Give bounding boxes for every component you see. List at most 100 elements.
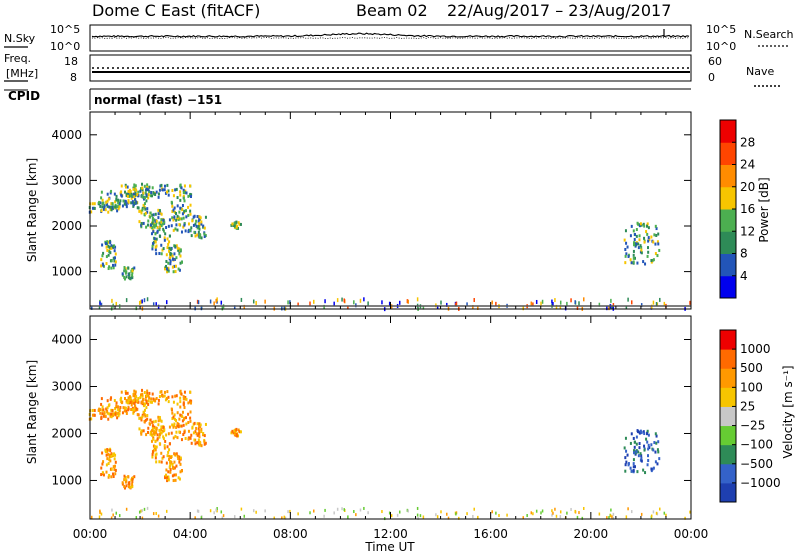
velocity-near-range-cell	[417, 516, 419, 520]
power-echo-cell	[187, 213, 190, 217]
velocity-echo-cell	[122, 406, 125, 410]
velocity-near-range-cell	[436, 515, 439, 519]
power-echo-cell	[105, 262, 108, 266]
power-echo-cell	[150, 191, 153, 195]
velocity-echo-cell	[178, 457, 181, 461]
colorbar-tick-label: 4	[740, 269, 748, 283]
power-echo-cell	[178, 268, 181, 272]
velocity-echo-cell	[155, 460, 158, 464]
power-echo-cell	[163, 188, 166, 192]
power-echo-cell	[656, 254, 659, 258]
power-echo-cell	[93, 206, 96, 210]
power-near-range-cell	[627, 297, 629, 302]
power-echo-cell	[137, 190, 140, 194]
velocity-echo-cell	[174, 434, 177, 438]
velocity-echo-cell	[157, 419, 160, 423]
power-echo-cell	[170, 224, 173, 228]
velocity-echo-cell	[235, 433, 238, 437]
power-echo-cell	[164, 191, 167, 195]
velocity-echo-cell	[195, 432, 198, 436]
velocity-echo-cell	[150, 397, 153, 401]
velocity-echo-cell	[639, 452, 642, 456]
velocity-echo-cell	[153, 429, 156, 433]
power-echo-cell	[106, 199, 109, 203]
power-echo-cell	[103, 205, 106, 209]
velocity-near-range-cell	[491, 510, 493, 514]
velocity-echo-cell	[103, 412, 106, 416]
velocity-echo-cell	[652, 448, 655, 452]
power-echo-cell	[646, 224, 649, 228]
velocity-near-range-cell	[535, 509, 538, 513]
colorbar-swatch	[720, 209, 736, 232]
power-echo-cell	[198, 235, 201, 239]
velocity-colorbar-label: Velocity [m s⁻¹]	[781, 365, 795, 458]
velocity-echo-cell	[187, 401, 190, 405]
range-tick-label: 3000	[51, 173, 82, 187]
power-echo-cell	[128, 272, 131, 276]
power-echo-cell	[654, 252, 657, 256]
velocity-echo-cell	[132, 410, 135, 414]
velocity-echo-cell	[636, 470, 639, 474]
power-echo-cell	[112, 263, 115, 267]
colorbar-swatch	[720, 406, 736, 427]
velocity-echo-cell	[172, 425, 175, 429]
colorbar-swatch	[720, 387, 736, 407]
velocity-echo-cell	[159, 431, 162, 435]
velocity-echo-cell	[181, 415, 184, 419]
velocity-echo-cell	[153, 425, 156, 429]
velocity-near-range-cell	[135, 516, 138, 520]
velocity-echo-cell	[151, 392, 154, 396]
velocity-echo-cell	[141, 394, 144, 398]
time-tick-label: 00:00	[73, 527, 108, 541]
power-echo-cell	[144, 196, 147, 200]
power-echo-cell	[195, 224, 198, 228]
velocity-echo-cell	[644, 471, 647, 475]
velocity-echo-cell	[123, 474, 126, 478]
velocity-echo-cell	[173, 422, 176, 426]
power-echo-cell	[125, 275, 128, 279]
power-near-range-cell	[436, 305, 439, 310]
velocity-echo-cell	[640, 454, 643, 458]
power-echo-cell	[166, 246, 169, 250]
power-echo-cell	[657, 242, 660, 246]
velocity-echo-cell	[154, 456, 157, 460]
power-echo-cell	[168, 218, 171, 222]
power-echo-cell	[154, 223, 157, 227]
colorbar-swatch	[720, 275, 736, 299]
velocity-echo-cell	[111, 409, 114, 413]
power-near-range-cell	[194, 306, 196, 311]
power-echo-cell	[160, 252, 163, 256]
power-echo-cell	[642, 222, 645, 226]
velocity-near-range-cell	[458, 516, 460, 520]
velocity-echo-cell	[109, 449, 112, 453]
velocity-echo-cell	[100, 473, 103, 477]
power-near-range-cell	[416, 297, 419, 302]
velocity-echo-cell	[654, 432, 657, 436]
power-echo-cell	[157, 216, 160, 220]
velocity-echo-cell	[138, 416, 141, 420]
power-echo-cell	[124, 199, 127, 203]
velocity-echo-cell	[646, 432, 649, 436]
power-echo-cell	[171, 265, 174, 269]
velocity-echo-cell	[168, 425, 171, 429]
velocity-echo-cell	[106, 448, 109, 452]
velocity-near-range-cell	[118, 514, 121, 518]
velocity-echo-cell	[111, 412, 114, 416]
velocity-near-range-cell	[367, 511, 369, 515]
power-echo-cell	[150, 232, 153, 236]
power-echo-cell	[187, 194, 190, 198]
velocity-echo-cell	[132, 411, 135, 415]
power-echo-cell	[129, 194, 132, 198]
power-echo-cell	[647, 246, 650, 250]
date-range: 22/Aug/2017 – 23/Aug/2017	[447, 1, 671, 20]
velocity-near-range-cell	[466, 512, 468, 516]
velocity-echo-cell	[168, 442, 171, 446]
nave-right-tick-bottom: 0	[708, 71, 715, 84]
power-echo-cell	[155, 219, 158, 223]
power-echo-cell	[102, 201, 105, 205]
velocity-echo-cell	[101, 405, 104, 409]
cpid-value: normal (fast) −151	[94, 93, 222, 107]
velocity-echo-cell	[642, 430, 645, 434]
velocity-echo-cell	[629, 441, 632, 445]
velocity-near-range-cell	[111, 508, 113, 512]
